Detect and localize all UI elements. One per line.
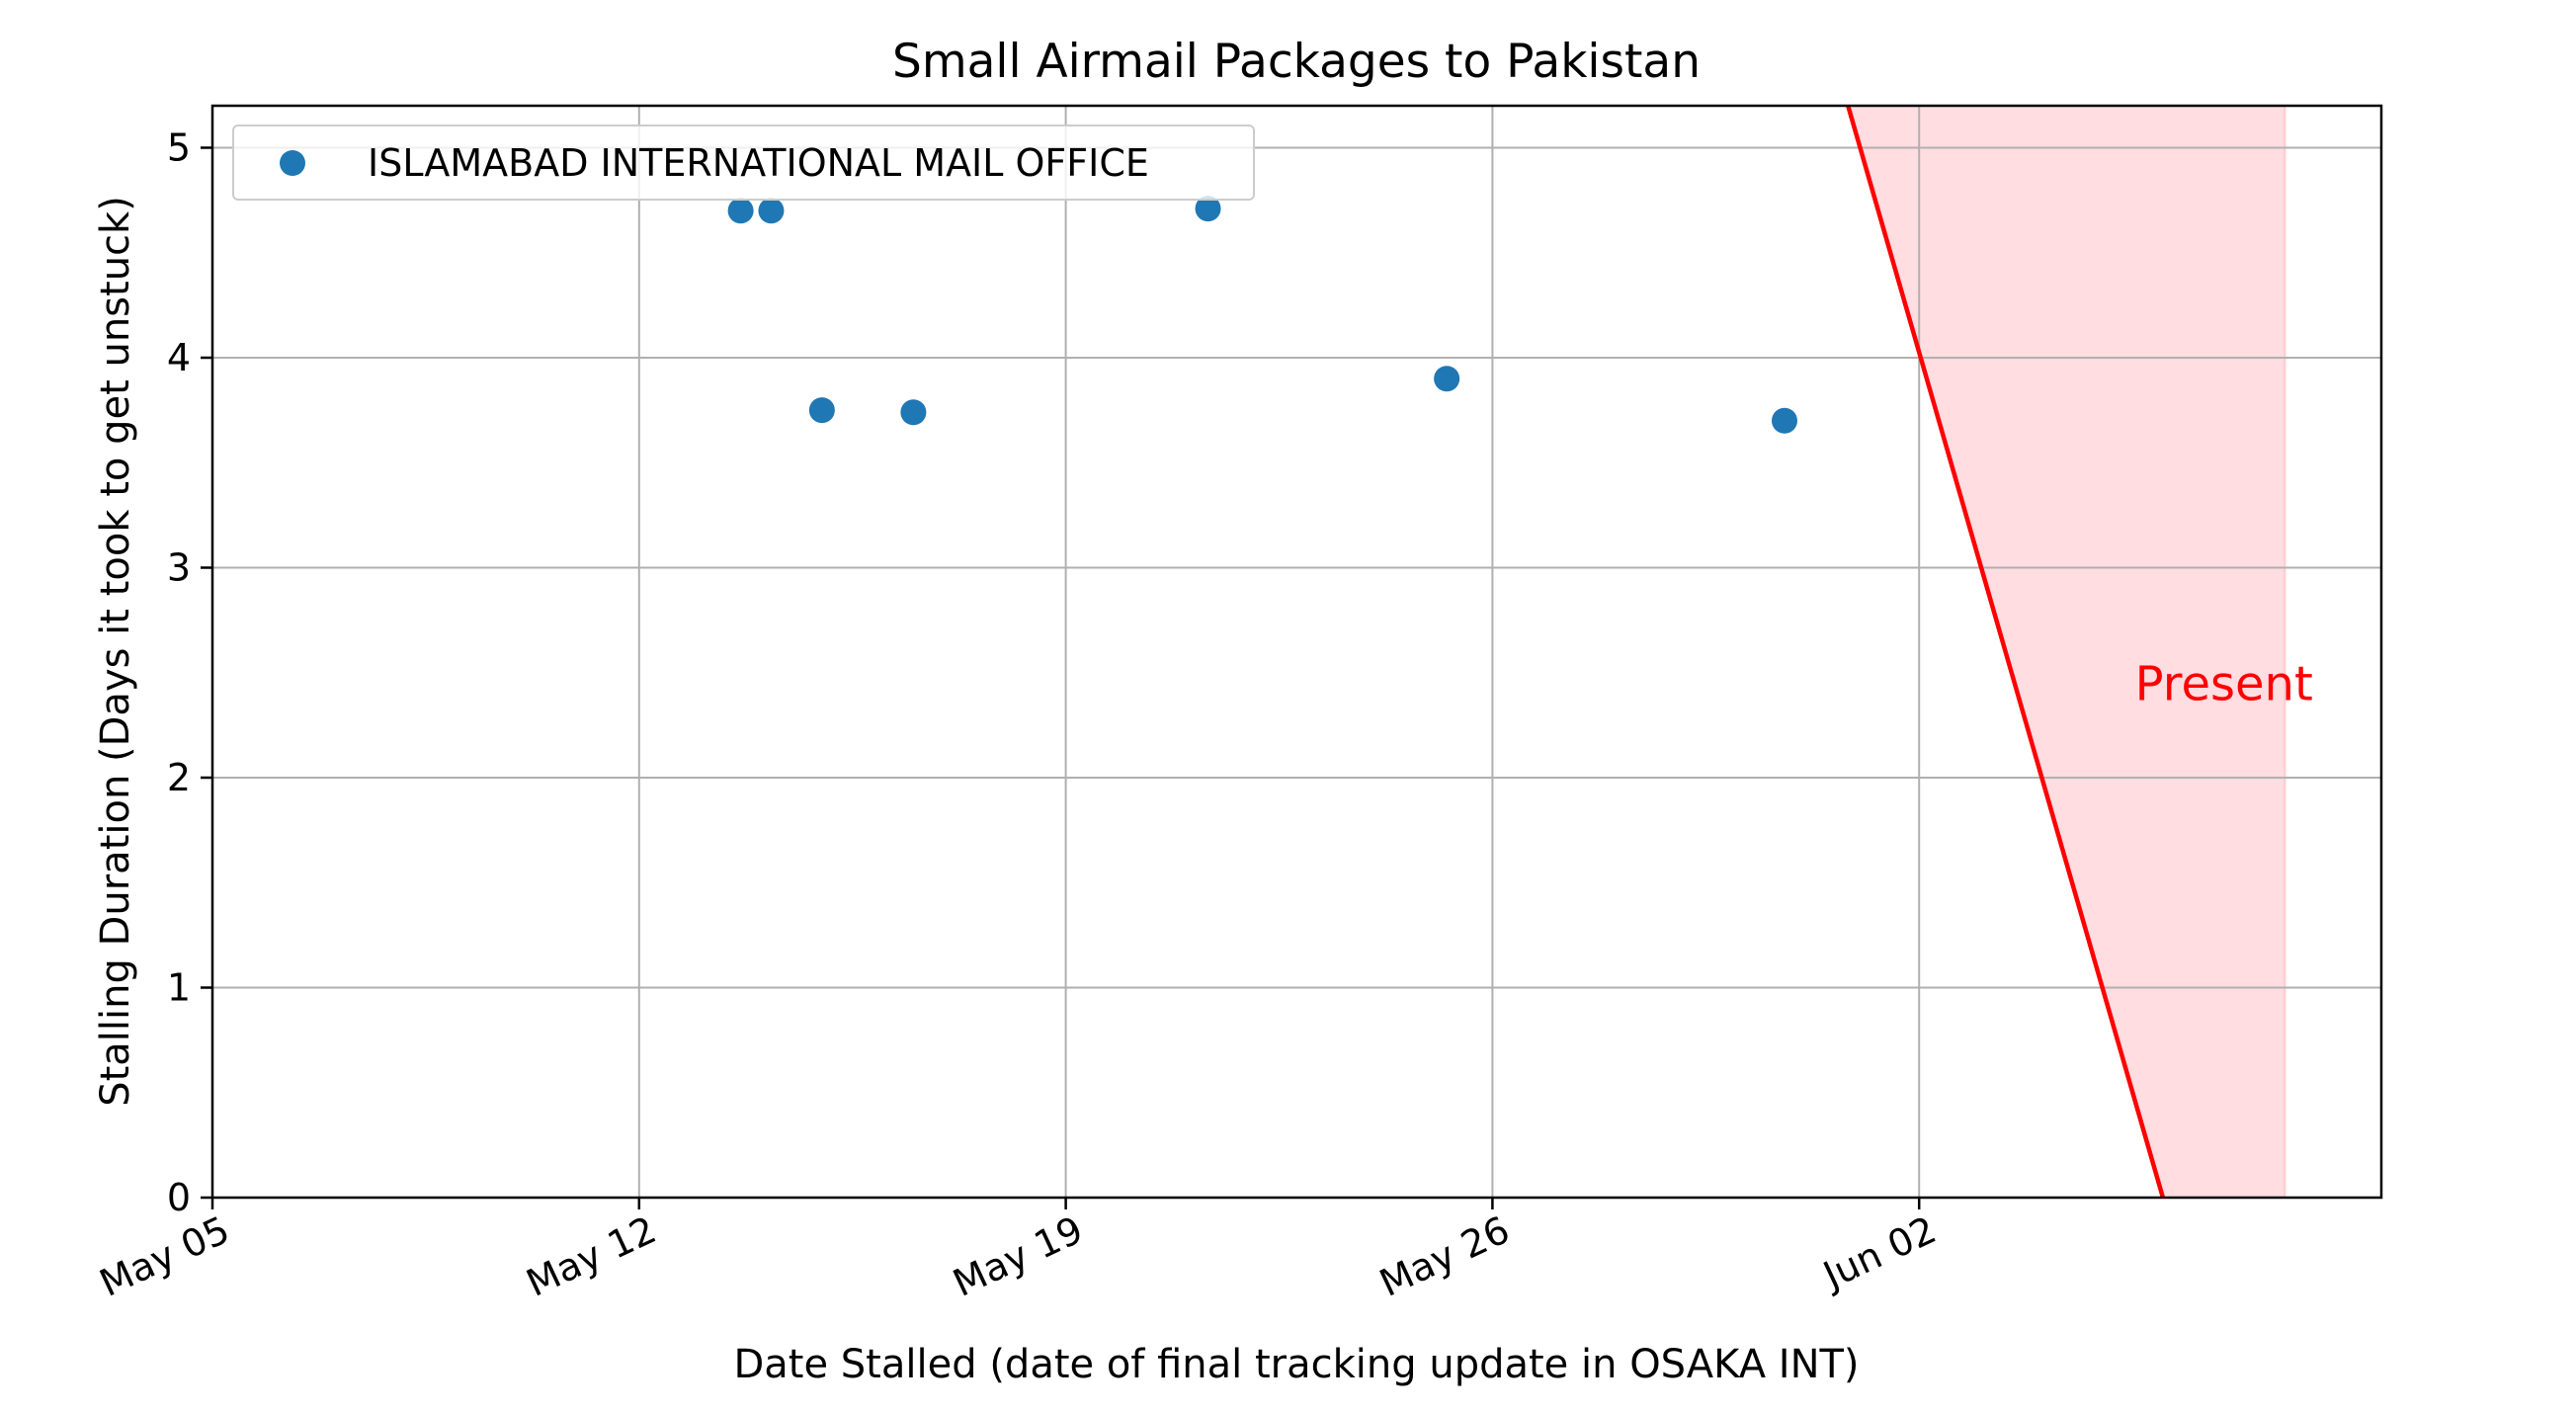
y-tick-label: 5 xyxy=(167,126,191,170)
data-point xyxy=(808,397,835,424)
chart-title: Small Airmail Packages to Pakistan xyxy=(892,35,1701,89)
present-line xyxy=(1846,105,2166,1199)
y-axis-ticks: 0 1 2 3 4 5 xyxy=(167,126,212,1219)
x-axis-label: Date Stalled (date of final tracking upd… xyxy=(733,1342,1859,1387)
data-point xyxy=(900,399,927,426)
legend-label: ISLAMABAD INTERNATIONAL MAIL OFFICE xyxy=(368,141,1149,185)
y-tick-label: 4 xyxy=(167,336,191,379)
present-region-layer xyxy=(1848,106,2286,1198)
y-tick-label: 1 xyxy=(167,966,191,1010)
data-point xyxy=(1771,407,1797,434)
data-point xyxy=(727,198,754,224)
y-axis-label: Stalling Duration (Days it took to get u… xyxy=(93,196,138,1107)
plot-frame xyxy=(210,104,2383,1200)
legend-marker xyxy=(280,150,305,176)
y-tick-label: 0 xyxy=(167,1176,191,1219)
present-annotation: Present xyxy=(2135,656,2313,711)
data-point xyxy=(758,198,785,224)
data-point xyxy=(1195,196,1221,222)
y-tick-label: 3 xyxy=(167,546,191,590)
present-region xyxy=(1848,106,2285,1198)
legend-box xyxy=(232,125,1255,201)
present-line-layer xyxy=(1846,105,2166,1199)
legend: ISLAMABAD INTERNATIONAL MAIL OFFICE xyxy=(232,125,1255,201)
data-points-layer xyxy=(727,196,1797,434)
y-tick-label: 2 xyxy=(167,756,191,799)
data-point xyxy=(1434,366,1460,392)
